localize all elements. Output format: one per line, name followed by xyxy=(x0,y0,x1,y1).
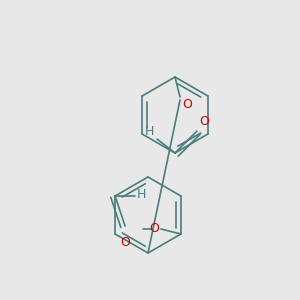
Text: H: H xyxy=(137,188,146,202)
Text: O: O xyxy=(149,223,159,236)
Text: O: O xyxy=(199,115,209,128)
Text: H: H xyxy=(145,125,154,138)
Text: O: O xyxy=(182,98,192,111)
Text: O: O xyxy=(120,236,130,249)
